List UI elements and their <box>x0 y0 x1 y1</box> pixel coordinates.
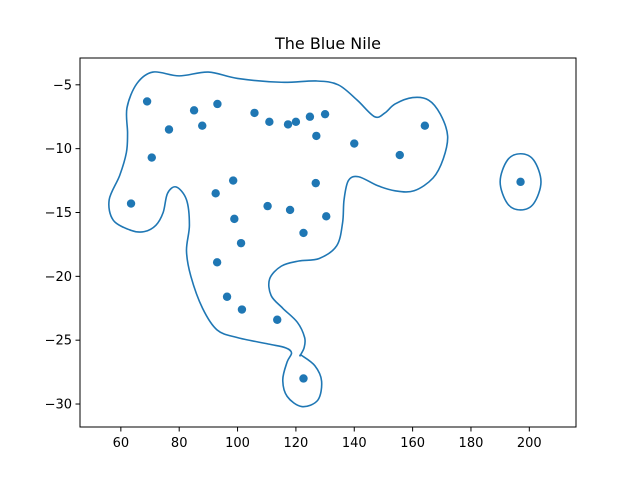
y-tick-label: −20 <box>45 270 72 285</box>
data-point <box>312 131 321 141</box>
data-point <box>198 121 207 130</box>
data-point <box>285 205 295 215</box>
data-point <box>222 292 232 301</box>
contour-layer <box>108 71 542 408</box>
data-point <box>420 121 430 130</box>
data-point <box>237 305 247 314</box>
data-point <box>305 112 315 121</box>
y-tick-label: −10 <box>45 142 72 157</box>
x-tick-label: 60 <box>113 436 130 451</box>
y-tick-label: −5 <box>53 78 72 93</box>
data-point <box>230 214 239 224</box>
y-tick-label: −25 <box>45 334 72 349</box>
data-point <box>299 228 308 238</box>
chart-title: The Blue Nile <box>274 34 381 53</box>
y-tick-label: −30 <box>45 398 72 413</box>
data-point <box>516 177 525 187</box>
data-point <box>211 189 220 198</box>
data-point <box>147 153 156 162</box>
x-tick-label: 160 <box>400 436 425 451</box>
x-tick-label: 200 <box>517 436 542 451</box>
data-point <box>322 212 331 221</box>
x-tick-label: 140 <box>342 436 367 451</box>
plot-frame <box>79 57 577 428</box>
data-point <box>299 374 308 383</box>
data-point <box>263 201 272 211</box>
density-contour-1 <box>108 71 449 408</box>
data-point <box>164 125 174 134</box>
data-point <box>236 238 246 248</box>
data-point <box>212 258 222 267</box>
data-point <box>189 106 199 115</box>
data-point <box>213 99 222 109</box>
x-axis: 60 80 100 120 140 160 180 200 <box>113 427 542 451</box>
y-axis: −5 −10 −15 −20 −25 −30 <box>45 78 80 413</box>
data-point <box>395 150 404 160</box>
data-point <box>265 117 274 127</box>
density-contour-2 <box>499 152 542 211</box>
data-point <box>250 108 259 118</box>
x-tick-label: 100 <box>225 436 250 451</box>
data-point <box>228 176 238 185</box>
y-tick-label: −15 <box>45 206 72 221</box>
data-point <box>126 199 136 208</box>
data-point <box>283 120 293 129</box>
data-point <box>320 109 330 119</box>
x-tick-label: 120 <box>283 436 308 451</box>
data-point <box>291 117 301 127</box>
data-point <box>311 178 320 188</box>
data-point <box>350 139 359 148</box>
data-point <box>273 315 282 324</box>
x-tick-label: 80 <box>171 436 188 451</box>
x-tick-label: 180 <box>459 436 484 451</box>
point-layer <box>126 97 525 383</box>
data-point <box>142 97 152 106</box>
